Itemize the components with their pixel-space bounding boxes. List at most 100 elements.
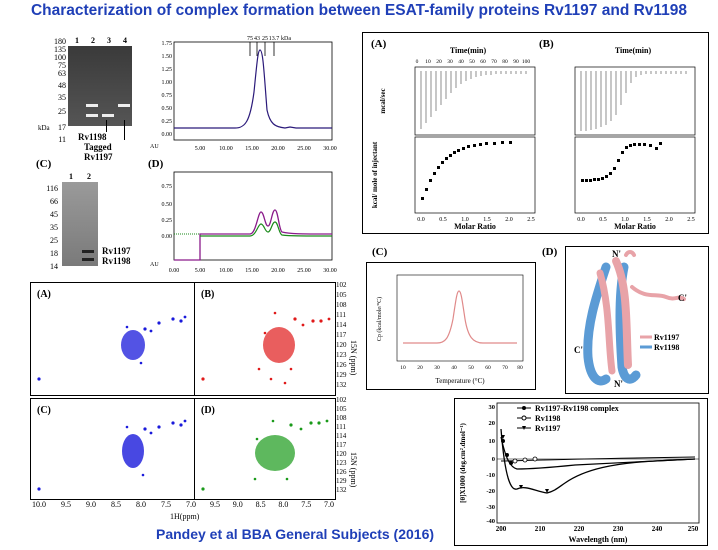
marker-label: 25	[50, 236, 58, 245]
ytick: 123	[336, 459, 347, 467]
gel-band	[82, 250, 94, 253]
ytick: 0.25	[162, 119, 173, 125]
xlabel: Wavelength (nm)	[569, 535, 628, 544]
marker-label: 17	[58, 123, 66, 132]
peak-label: 13.7	[269, 36, 280, 42]
panel-label: (B)	[201, 289, 214, 300]
time-tick: 50	[469, 59, 475, 65]
xtick: 210	[535, 525, 546, 533]
tagged-rv1197-label: Tagged Rv1197	[84, 142, 113, 162]
terminus-label: C'	[574, 345, 583, 355]
lane-number: 3	[107, 36, 111, 45]
ytick: 1.25	[162, 67, 173, 73]
marker-label: 14	[50, 262, 58, 271]
ytick: 102	[336, 396, 347, 404]
gel-band	[102, 114, 114, 117]
rv1198-label: Rv1198	[78, 132, 107, 142]
xtick: 7.0	[186, 500, 196, 509]
time-tick: 90	[513, 59, 519, 65]
xtick: 8.0	[136, 500, 146, 509]
ytick: 105	[336, 405, 347, 413]
gel-band	[86, 114, 98, 117]
xtick: 10	[400, 365, 406, 371]
panel-label: (C)	[372, 246, 388, 258]
ytick: 1.00	[162, 80, 173, 86]
nmr-yaxis-bottom: 102 105 108 111 114 117 120 123 126 129 …	[336, 396, 358, 495]
xtick: 220	[574, 525, 585, 533]
ytick: 126	[336, 361, 347, 369]
time-tick: 60	[480, 59, 486, 65]
xtick: 2.5	[687, 217, 695, 223]
lane-number: 1	[75, 36, 79, 45]
xlabel: Molar Ratio	[454, 222, 496, 231]
time-tick: 20	[436, 59, 442, 65]
peak-unit: kDa	[281, 36, 291, 42]
time-tick: 0	[416, 59, 419, 65]
xtick: 15.00	[245, 146, 259, 152]
panel-label: (D)	[542, 246, 558, 258]
xtick: 40	[451, 365, 457, 371]
sec-d-chart: 0.75 0.50 0.25 0.00 AU 0.00 5.00 10.00 1…	[140, 168, 340, 280]
xtick: 5.00	[195, 268, 206, 274]
ytick: 0.75	[162, 93, 173, 99]
ytick: 0.75	[162, 184, 173, 190]
xtick: 0.5	[439, 217, 447, 223]
nmr-panel-c: (C)	[30, 398, 198, 500]
lane-number: 4	[123, 36, 127, 45]
ytick: 0.50	[162, 202, 173, 208]
xtick: 50	[468, 365, 474, 371]
itc-panel: (A) (B) Time(min) Time(min) mcal/sec	[362, 32, 709, 234]
xtick: 0.5	[599, 217, 607, 223]
marker-label: 25	[58, 107, 66, 116]
legend-label: Rv1198	[535, 414, 560, 423]
xtick: 2.5	[527, 217, 535, 223]
xtick: 0.0	[417, 217, 425, 223]
time-label: Time(min)	[615, 46, 652, 55]
xtick: 60	[485, 365, 491, 371]
arrow-line	[106, 120, 107, 132]
panel-label: (C)	[36, 158, 52, 170]
xtick: 200	[496, 525, 507, 533]
time-label: Time(min)	[450, 46, 487, 55]
xtick: 9.5	[61, 500, 71, 509]
nmr-xlabel: 1H(ppm)	[170, 512, 200, 521]
ytick: 108	[336, 301, 347, 309]
nmr-xaxis-right: 9.5 9.0 8.5 8.0 7.5 7.0	[210, 500, 334, 509]
gel-lane-numbers: 1 2 3 4	[69, 36, 133, 45]
panel-label: (C)	[37, 405, 51, 416]
ytick: 1.50	[162, 54, 173, 60]
xtick: 80	[517, 365, 523, 371]
marker-label: 48	[58, 81, 66, 90]
panel-label: (D)	[148, 158, 164, 170]
ytick: 0.25	[162, 218, 173, 224]
ylabel: [θ]X1000 (deg.cm².dmol⁻¹)	[459, 422, 467, 502]
panel-label: (B)	[539, 38, 554, 50]
legend-label: Rv1197-Rv1198 complex	[535, 404, 619, 413]
time-tick: 30	[447, 59, 453, 65]
ytick: 20	[489, 420, 496, 427]
legend-label: Rv1197	[654, 333, 679, 342]
cd-panel: Rv1197-Rv1198 complex Rv1198 Rv1197 30 2…	[454, 398, 708, 546]
lane-number: 2	[87, 172, 91, 181]
gel-band	[82, 258, 94, 261]
xtick: 1.0	[621, 217, 629, 223]
xtick: 240	[652, 525, 663, 533]
dsc-panel: Cp (kcal/mole/°C) Temperature (°C) 10 20…	[366, 262, 536, 390]
band-label: Rv1197	[102, 246, 131, 256]
nmr-yaxis-top: 102 105 108 111 114 117 120 123 126 129 …	[336, 280, 358, 390]
ytick: 0.00	[162, 234, 173, 240]
ytick: 102	[336, 281, 347, 289]
time-tick: 100	[522, 59, 531, 65]
ytick: -10	[486, 472, 495, 479]
gel-c-panel: 1 2 116 66 45 35 25 18 14 Rv1197 Rv1198	[38, 172, 148, 271]
xtick: 15.00	[245, 268, 259, 274]
band-label: Rv1198	[102, 256, 131, 266]
time-tick: 40	[458, 59, 464, 65]
xtick: 70	[502, 365, 508, 371]
ytick: 114	[336, 321, 347, 329]
marker-label: 66	[50, 197, 58, 206]
marker-label: 63	[58, 69, 66, 78]
ytick: 129	[336, 371, 347, 379]
nmr-ylabel: 15N (ppm)	[349, 340, 358, 376]
ytick: 114	[336, 432, 347, 440]
